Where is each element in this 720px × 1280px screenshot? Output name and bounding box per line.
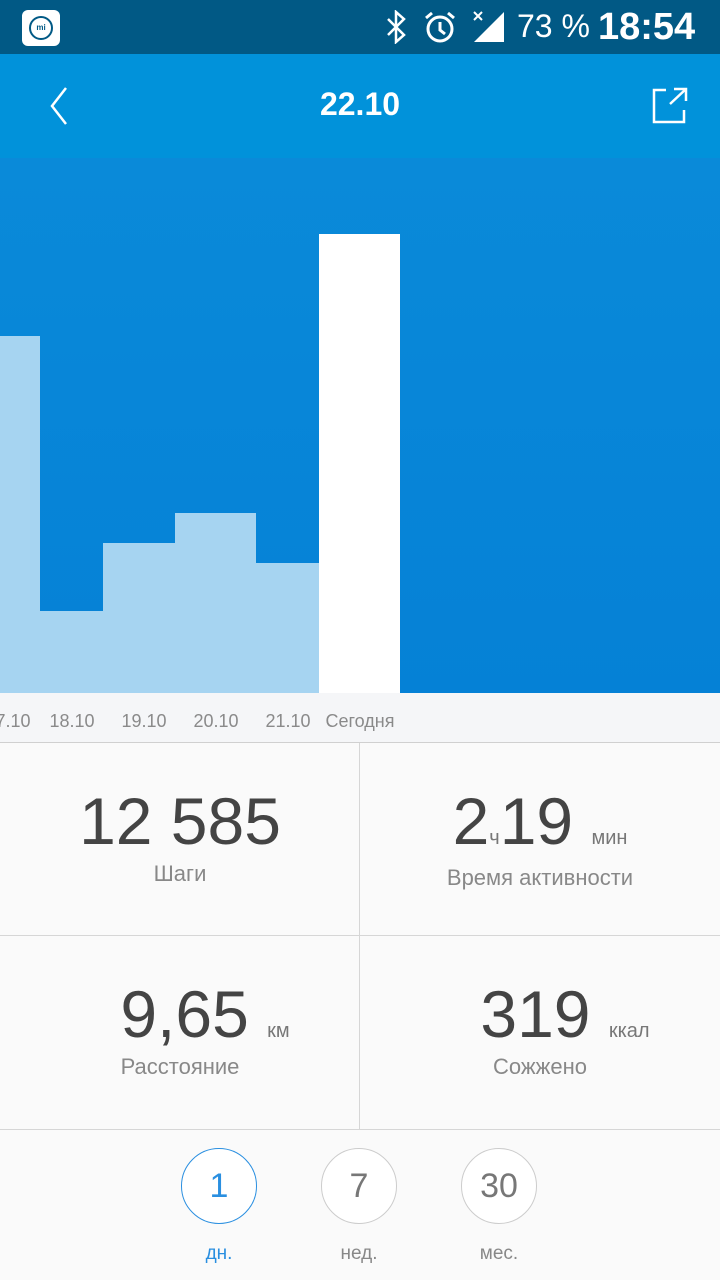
stat-distance: 9,65 км Расстояние (0, 936, 360, 1129)
x-tick-label: 18.10 (49, 711, 95, 731)
period-day-button[interactable]: 1 (181, 1148, 257, 1224)
steps-label: Шаги (153, 861, 207, 886)
x-tick-label: 19.10 (121, 711, 167, 731)
chart-x-axis: 17.10 18.10 19.10 20.10 21.10 Сегодня (0, 693, 720, 743)
stat-steps: 12 585 Шаги (0, 743, 360, 936)
x-tick-label: 20.10 (193, 711, 239, 731)
app-header: 22.10 (0, 54, 720, 158)
mi-fit-notification-icon: mi (22, 10, 60, 46)
distance-value: 9,65 км (120, 977, 290, 1051)
period-month-label: мес. (479, 1243, 519, 1264)
steps-chart[interactable] (0, 158, 720, 693)
page-title: 22.10 (319, 86, 401, 122)
clock: 18:54 (598, 6, 696, 48)
bar-21.10[interactable] (256, 563, 319, 693)
bar-18.10[interactable] (40, 610, 103, 693)
period-day-label: дн. (205, 1243, 233, 1264)
period-month-button[interactable]: 30 (461, 1148, 537, 1224)
battery-level: 73 % (517, 8, 590, 44)
period-week-label: нед. (340, 1243, 378, 1264)
distance-label: Расстояние (120, 1054, 240, 1079)
period-week-button[interactable]: 7 (321, 1148, 397, 1224)
x-tick-label: 21.10 (265, 711, 311, 731)
x-tick-label: 17.10 (0, 711, 31, 731)
bar-19.10[interactable] (103, 543, 175, 693)
divider (0, 1129, 720, 1130)
calories-label: Сожжено (493, 1054, 587, 1079)
status-bar: mi 73 % 18:54 (0, 0, 720, 54)
bar-17.10[interactable] (0, 335, 40, 693)
stat-active-time: 2ч19 мин Время активности (360, 743, 720, 936)
bar-Сегодня[interactable] (319, 234, 400, 693)
chevron-left-icon[interactable] (44, 84, 84, 128)
divider (359, 743, 360, 1129)
signal-icon (473, 11, 504, 42)
share-icon[interactable] (646, 86, 690, 126)
stat-calories: 319 ккал Сожжено (360, 936, 720, 1129)
bar-20.10[interactable] (175, 513, 256, 693)
steps-value: 12 585 (79, 784, 281, 858)
alarm-icon (425, 11, 455, 43)
divider (0, 935, 720, 936)
active-time-label: Время активности (446, 865, 634, 890)
x-tick-label: Сегодня (325, 711, 395, 731)
calories-value: 319 ккал (480, 977, 650, 1051)
bluetooth-icon (387, 10, 406, 44)
active-time-value: 2ч19 мин (452, 784, 628, 858)
period-selector: 1 7 30 дн. нед. мес. (0, 1130, 720, 1280)
